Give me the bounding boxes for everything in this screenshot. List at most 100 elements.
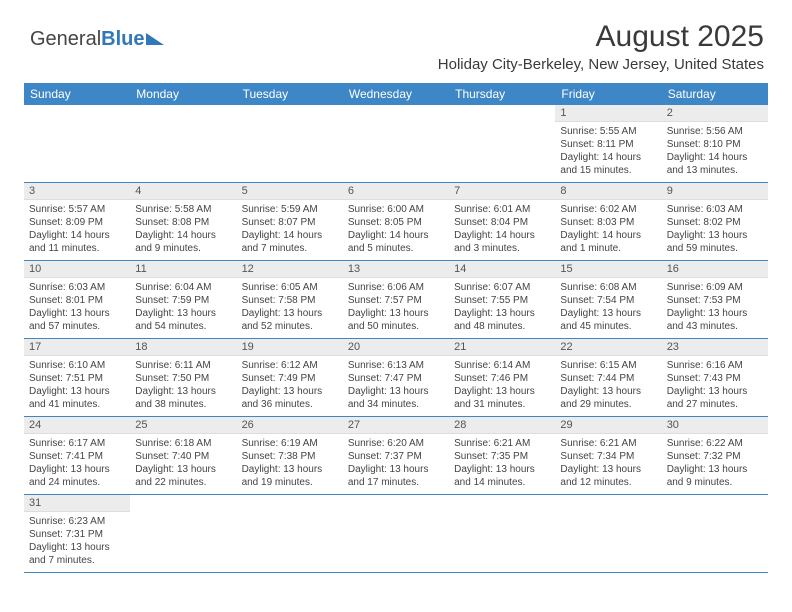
day-number: 6 (343, 183, 449, 200)
day-body: Sunrise: 6:22 AMSunset: 7:32 PMDaylight:… (662, 434, 768, 494)
sunset-text: Sunset: 8:10 PM (667, 138, 763, 151)
sunrise-text: Sunrise: 5:58 AM (135, 203, 231, 216)
sunset-text: Sunset: 8:04 PM (454, 216, 550, 229)
day-number: 28 (449, 417, 555, 434)
sunset-text: Sunset: 7:34 PM (560, 450, 656, 463)
sunset-text: Sunset: 7:46 PM (454, 372, 550, 385)
sunrise-text: Sunrise: 6:08 AM (560, 281, 656, 294)
calendar-cell: 23Sunrise: 6:16 AMSunset: 7:43 PMDayligh… (662, 339, 768, 417)
day-body: Sunrise: 6:06 AMSunset: 7:57 PMDaylight:… (343, 278, 449, 338)
calendar-cell: 17Sunrise: 6:10 AMSunset: 7:51 PMDayligh… (24, 339, 130, 417)
logo: GeneralBlue (30, 28, 164, 51)
sunrise-text: Sunrise: 5:55 AM (560, 125, 656, 138)
sunrise-text: Sunrise: 6:07 AM (454, 281, 550, 294)
daylight-text: Daylight: 14 hours and 15 minutes. (560, 151, 656, 177)
day-number: 29 (555, 417, 661, 434)
day-body: Sunrise: 6:09 AMSunset: 7:53 PMDaylight:… (662, 278, 768, 338)
daylight-text: Daylight: 13 hours and 54 minutes. (135, 307, 231, 333)
sunset-text: Sunset: 8:01 PM (29, 294, 125, 307)
sunset-text: Sunset: 7:57 PM (348, 294, 444, 307)
daylight-text: Daylight: 13 hours and 24 minutes. (29, 463, 125, 489)
sunrise-text: Sunrise: 6:05 AM (242, 281, 338, 294)
sunrise-text: Sunrise: 6:15 AM (560, 359, 656, 372)
day-header: Friday (555, 83, 661, 105)
calendar-cell: 14Sunrise: 6:07 AMSunset: 7:55 PMDayligh… (449, 261, 555, 339)
day-number: 10 (24, 261, 130, 278)
day-body: Sunrise: 6:12 AMSunset: 7:49 PMDaylight:… (237, 356, 343, 416)
sunset-text: Sunset: 7:31 PM (29, 528, 125, 541)
calendar-cell: 6Sunrise: 6:00 AMSunset: 8:05 PMDaylight… (343, 183, 449, 261)
calendar-cell: 30Sunrise: 6:22 AMSunset: 7:32 PMDayligh… (662, 417, 768, 495)
sunset-text: Sunset: 8:03 PM (560, 216, 656, 229)
calendar-row: 1 Sunrise: 5:55 AMSunset: 8:11 PMDaylight… (24, 105, 768, 183)
calendar-cell: 15Sunrise: 6:08 AMSunset: 7:54 PMDayligh… (555, 261, 661, 339)
calendar-table: Sunday Monday Tuesday Wednesday Thursday… (24, 83, 768, 573)
day-body: Sunrise: 6:19 AMSunset: 7:38 PMDaylight:… (237, 434, 343, 494)
calendar-cell (343, 495, 449, 573)
sunrise-text: Sunrise: 6:18 AM (135, 437, 231, 450)
day-number: 16 (662, 261, 768, 278)
day-number: 14 (449, 261, 555, 278)
sunrise-text: Sunrise: 6:16 AM (667, 359, 763, 372)
daylight-text: Daylight: 14 hours and 7 minutes. (242, 229, 338, 255)
day-body: Sunrise: 6:05 AMSunset: 7:58 PMDaylight:… (237, 278, 343, 338)
day-body: Sunrise: 6:11 AMSunset: 7:50 PMDaylight:… (130, 356, 236, 416)
calendar-row: 10 Sunrise: 6:03 AMSunset: 8:01 PM Dayligh… (24, 261, 768, 339)
sunrise-text: Sunrise: 6:00 AM (348, 203, 444, 216)
day-number: 27 (343, 417, 449, 434)
calendar-cell (130, 105, 236, 183)
day-number: 1 (555, 105, 661, 122)
day-body: Sunrise: 6:04 AMSunset: 7:59 PMDaylight:… (130, 278, 236, 338)
calendar-cell: 25Sunrise: 6:18 AMSunset: 7:40 PMDayligh… (130, 417, 236, 495)
sunrise-text: Sunrise: 6:13 AM (348, 359, 444, 372)
day-body: Sunrise: 6:14 AMSunset: 7:46 PMDaylight:… (449, 356, 555, 416)
calendar-cell: 9Sunrise: 6:03 AMSunset: 8:02 PMDaylight… (662, 183, 768, 261)
day-number: 24 (24, 417, 130, 434)
calendar-cell (662, 495, 768, 573)
day-number: 13 (343, 261, 449, 278)
daylight-text: Daylight: 13 hours and 17 minutes. (348, 463, 444, 489)
calendar-cell: 22Sunrise: 6:15 AMSunset: 7:44 PMDayligh… (555, 339, 661, 417)
sunrise-text: Sunrise: 6:20 AM (348, 437, 444, 450)
sunrise-text: Sunrise: 6:22 AM (667, 437, 763, 450)
day-body: Sunrise: 6:20 AMSunset: 7:37 PMDaylight:… (343, 434, 449, 494)
day-number: 20 (343, 339, 449, 356)
sunset-text: Sunset: 8:05 PM (348, 216, 444, 229)
sunrise-text: Sunrise: 6:11 AM (135, 359, 231, 372)
day-header: Wednesday (343, 83, 449, 105)
day-header: Saturday (662, 83, 768, 105)
daylight-text: Daylight: 13 hours and 36 minutes. (242, 385, 338, 411)
day-number: 4 (130, 183, 236, 200)
daylight-text: Daylight: 14 hours and 11 minutes. (29, 229, 125, 255)
calendar-cell: 18Sunrise: 6:11 AMSunset: 7:50 PMDayligh… (130, 339, 236, 417)
logo-text-1: General (30, 28, 101, 50)
calendar-cell (449, 105, 555, 183)
calendar-cell: 16Sunrise: 6:09 AMSunset: 7:53 PMDayligh… (662, 261, 768, 339)
day-body: Sunrise: 6:18 AMSunset: 7:40 PMDaylight:… (130, 434, 236, 494)
calendar-cell (343, 105, 449, 183)
sunset-text: Sunset: 8:11 PM (560, 138, 656, 151)
calendar-cell (130, 495, 236, 573)
day-body: Sunrise: 6:00 AMSunset: 8:05 PMDaylight:… (343, 200, 449, 260)
daylight-text: Daylight: 13 hours and 38 minutes. (135, 385, 231, 411)
daylight-text: Daylight: 13 hours and 59 minutes. (667, 229, 763, 255)
calendar-row: 17Sunrise: 6:10 AMSunset: 7:51 PMDayligh… (24, 339, 768, 417)
day-header: Thursday (449, 83, 555, 105)
sunset-text: Sunset: 8:02 PM (667, 216, 763, 229)
daylight-text: Daylight: 13 hours and 27 minutes. (667, 385, 763, 411)
sunrise-text: Sunrise: 6:23 AM (29, 515, 125, 528)
day-body: Sunrise: 6:13 AMSunset: 7:47 PMDaylight:… (343, 356, 449, 416)
day-number: 15 (555, 261, 661, 278)
sunrise-text: Sunrise: 6:19 AM (242, 437, 338, 450)
daylight-text: Daylight: 13 hours and 43 minutes. (667, 307, 763, 333)
calendar-cell: 11Sunrise: 6:04 AMSunset: 7:59 PMDayligh… (130, 261, 236, 339)
sunset-text: Sunset: 7:49 PM (242, 372, 338, 385)
daylight-text: Daylight: 13 hours and 41 minutes. (29, 385, 125, 411)
calendar-cell: 12Sunrise: 6:05 AMSunset: 7:58 PMDayligh… (237, 261, 343, 339)
sunrise-text: Sunrise: 6:03 AM (29, 281, 125, 294)
daylight-text: Daylight: 13 hours and 50 minutes. (348, 307, 444, 333)
calendar-cell: 20Sunrise: 6:13 AMSunset: 7:47 PMDayligh… (343, 339, 449, 417)
sunset-text: Sunset: 7:32 PM (667, 450, 763, 463)
day-body: Sunrise: 6:02 AMSunset: 8:03 PMDaylight:… (555, 200, 661, 260)
day-body: Sunrise: 6:23 AMSunset: 7:31 PMDaylight:… (24, 512, 130, 572)
